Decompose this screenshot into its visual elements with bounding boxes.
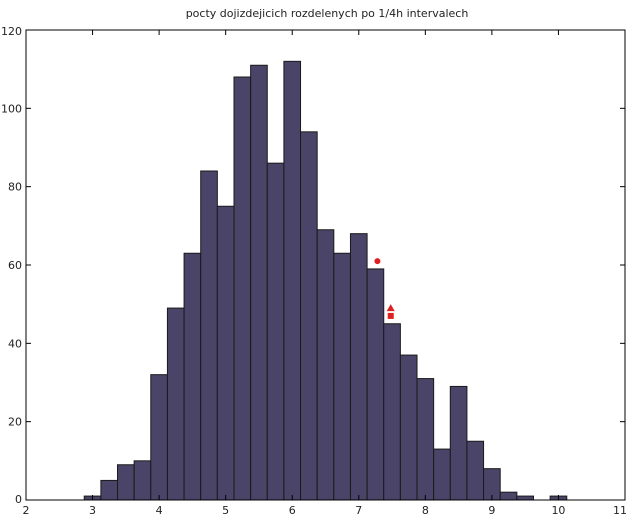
- histogram-bar: [416, 378, 435, 501]
- histogram-bar: [333, 252, 351, 501]
- histogram-bar: [100, 479, 119, 501]
- histogram-bar: [200, 170, 218, 501]
- histogram-bar: [266, 162, 285, 501]
- x-tick-label: 6: [289, 504, 296, 517]
- histogram-bar: [316, 229, 335, 501]
- x-tick-label: 11: [613, 504, 627, 517]
- y-tick-label: 100: [1, 102, 22, 115]
- marker-square: [387, 312, 394, 319]
- histogram-bar: [233, 76, 252, 501]
- histogram-bar: [499, 491, 518, 501]
- x-tick-label: 8: [422, 504, 429, 517]
- y-tick-label: 120: [1, 25, 22, 38]
- y-tick-label: 0: [15, 493, 22, 506]
- x-tick-label: 7: [355, 504, 362, 517]
- histogram-bar: [183, 252, 202, 501]
- x-tick-label: 5: [222, 504, 229, 517]
- x-tick-label: 3: [89, 504, 96, 517]
- x-tick-label: 2: [23, 504, 30, 517]
- y-tick-label: 40: [8, 337, 22, 350]
- histogram-bar: [150, 374, 168, 501]
- histogram-bar: [349, 233, 368, 501]
- histogram-bar: [449, 385, 468, 501]
- histogram-bar: [117, 464, 135, 501]
- y-tick-label: 20: [8, 416, 22, 429]
- histogram-bar: [466, 440, 485, 501]
- x-tick-label: 9: [488, 504, 495, 517]
- histogram-bar: [516, 495, 534, 501]
- y-tick-label: 80: [8, 181, 22, 194]
- marker-triangle: [386, 304, 395, 312]
- histogram-bar: [250, 64, 268, 501]
- histogram-bar: [383, 323, 401, 501]
- histogram-bar: [300, 131, 318, 501]
- histogram-bar: [216, 205, 235, 501]
- marker-circle: [374, 258, 381, 265]
- histogram-bar: [366, 268, 385, 501]
- x-tick-label: 10: [551, 504, 565, 517]
- histogram-bar: [433, 448, 451, 501]
- histogram-bar: [133, 460, 152, 501]
- histogram-bar: [283, 60, 302, 501]
- x-tick-label: 4: [156, 504, 163, 517]
- histogram-bar: [166, 307, 185, 501]
- histogram-bar: [399, 354, 418, 501]
- y-tick-label: 60: [8, 259, 22, 272]
- chart-title: pocty dojizdejicich rozdelenych po 1/4h …: [186, 7, 469, 20]
